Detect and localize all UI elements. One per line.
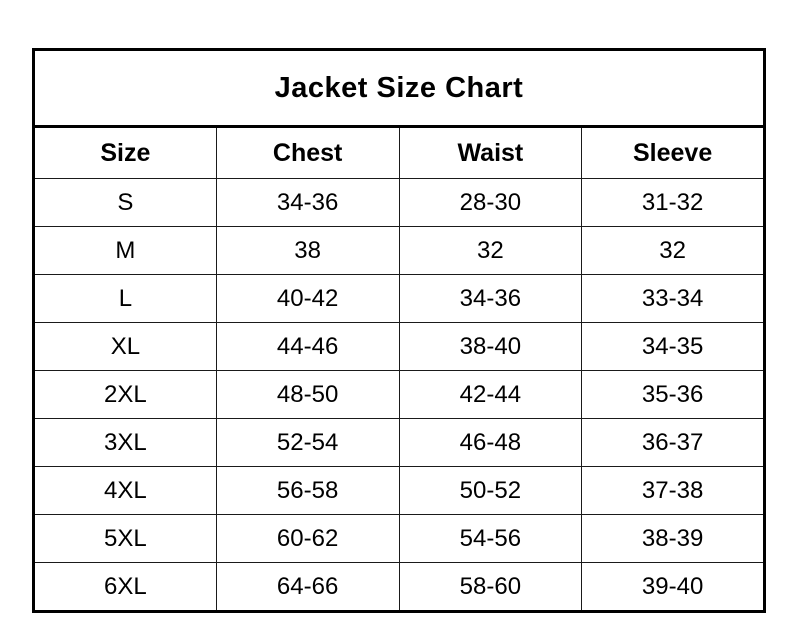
size-cell: XL <box>33 322 217 371</box>
waist-cell: 28-30 <box>398 178 583 227</box>
chest-cell: 48-50 <box>215 370 400 419</box>
size-cell: 3XL <box>33 418 217 467</box>
chest-cell: 44-46 <box>215 322 400 371</box>
sleeve-cell: 31-32 <box>581 178 765 227</box>
size-cell: L <box>33 274 217 323</box>
column-header-size: Size <box>33 126 217 179</box>
sleeve-cell: 32 <box>581 226 765 275</box>
table-row-4xl: 4XL 56-58 50-52 37-38 <box>33 466 765 515</box>
table-row-6xl: 6XL 64-66 58-60 39-40 <box>33 562 765 612</box>
chest-cell: 38 <box>215 226 400 275</box>
size-cell: M <box>33 226 217 275</box>
size-cell: S <box>33 178 217 227</box>
table-row-2xl: 2XL 48-50 42-44 35-36 <box>33 370 765 419</box>
column-header-sleeve: Sleeve <box>581 126 765 179</box>
chest-cell: 56-58 <box>215 466 400 515</box>
waist-cell: 54-56 <box>398 514 583 563</box>
table-row-m: M 38 32 32 <box>33 226 765 275</box>
sleeve-cell: 38-39 <box>581 514 765 563</box>
table-row-s: S 34-36 28-30 31-32 <box>33 178 765 227</box>
waist-cell: 58-60 <box>398 562 583 612</box>
chart-title: Jacket Size Chart <box>32 48 766 128</box>
chest-cell: 34-36 <box>215 178 400 227</box>
waist-cell: 34-36 <box>398 274 583 323</box>
sleeve-cell: 37-38 <box>581 466 765 515</box>
chest-cell: 52-54 <box>215 418 400 467</box>
chest-cell: 60-62 <box>215 514 400 563</box>
sleeve-cell: 39-40 <box>581 562 765 612</box>
chest-cell: 40-42 <box>215 274 400 323</box>
column-header-waist: Waist <box>398 126 583 179</box>
waist-cell: 50-52 <box>398 466 583 515</box>
table-row-5xl: 5XL 60-62 54-56 38-39 <box>33 514 765 563</box>
size-cell: 4XL <box>33 466 217 515</box>
sleeve-cell: 36-37 <box>581 418 765 467</box>
waist-cell: 32 <box>398 226 583 275</box>
table-row-l: L 40-42 34-36 33-34 <box>33 274 765 323</box>
table-row-3xl: 3XL 52-54 46-48 36-37 <box>33 418 765 467</box>
sleeve-cell: 34-35 <box>581 322 765 371</box>
jacket-size-chart-table: Jacket Size Chart Size Chest Waist Sleev… <box>32 48 766 613</box>
title-row: Jacket Size Chart <box>32 48 766 128</box>
waist-cell: 42-44 <box>398 370 583 419</box>
size-cell: 6XL <box>33 562 217 612</box>
header-row: Size Chest Waist Sleeve <box>33 126 765 179</box>
table-row-xl: XL 44-46 38-40 34-35 <box>33 322 765 371</box>
column-header-chest: Chest <box>215 126 400 179</box>
sleeve-cell: 33-34 <box>581 274 765 323</box>
size-cell: 2XL <box>33 370 217 419</box>
chest-cell: 64-66 <box>215 562 400 612</box>
size-cell: 5XL <box>33 514 217 563</box>
waist-cell: 38-40 <box>398 322 583 371</box>
sleeve-cell: 35-36 <box>581 370 765 419</box>
waist-cell: 46-48 <box>398 418 583 467</box>
